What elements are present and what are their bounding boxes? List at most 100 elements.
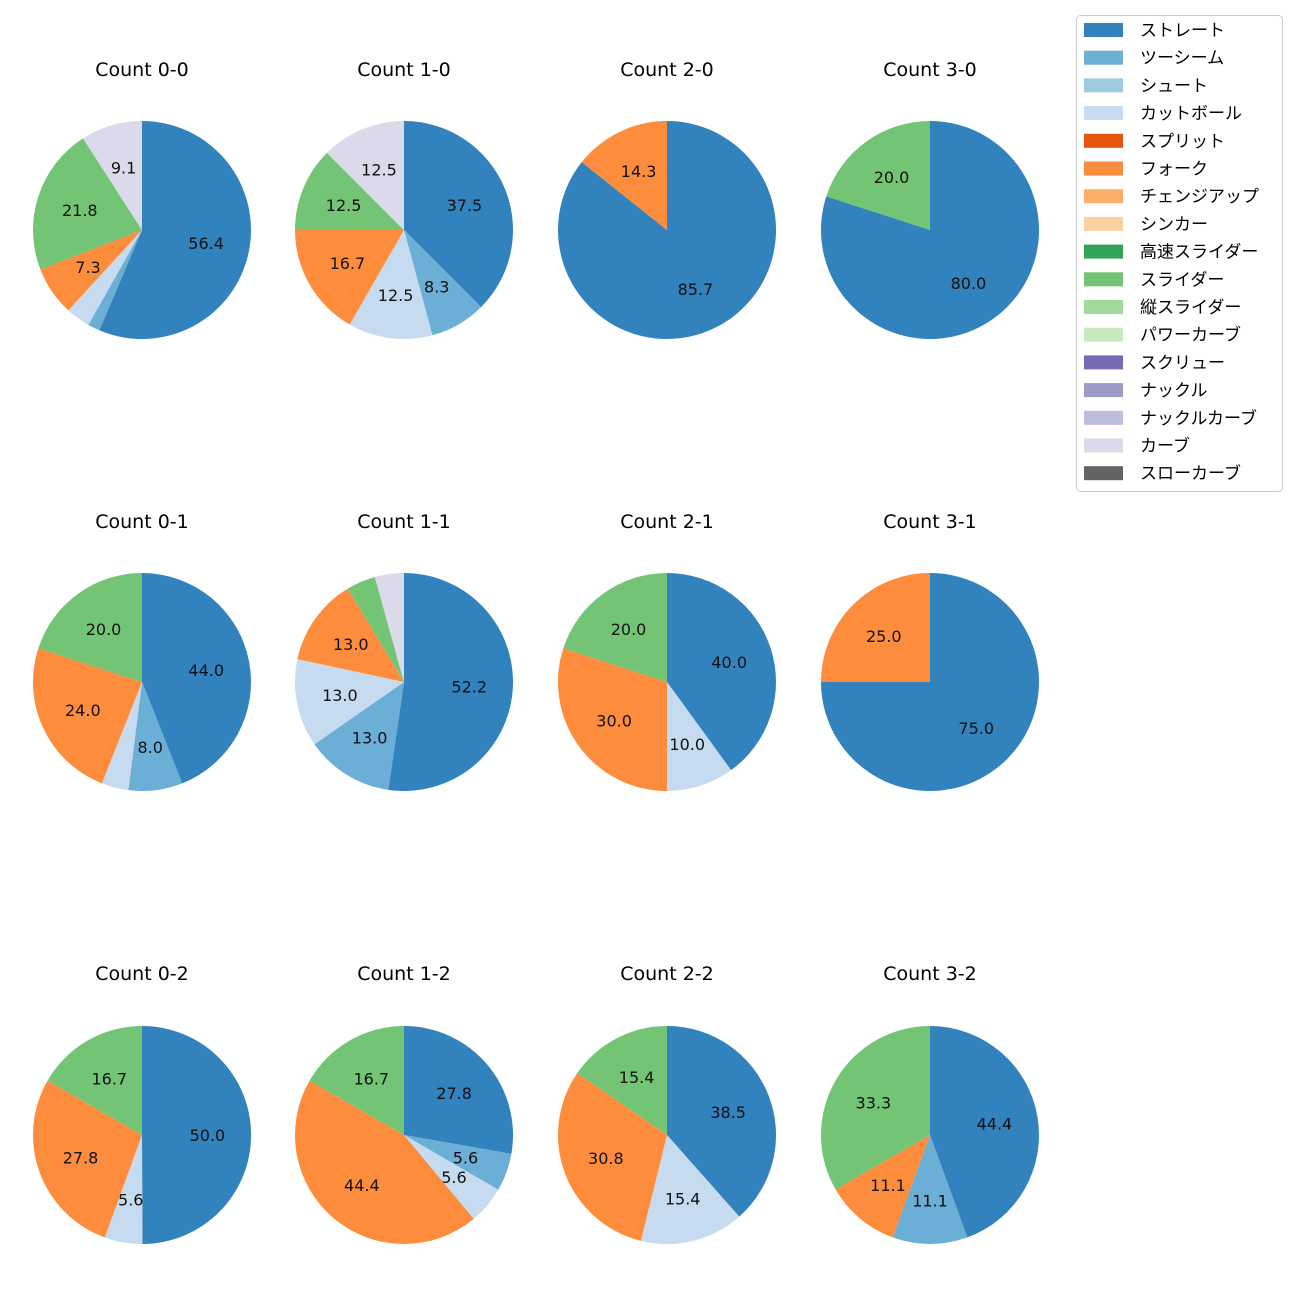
- legend-label: チェンジアップ: [1140, 187, 1259, 207]
- pie-slice: [32, 138, 142, 270]
- legend-label: ストレート: [1140, 21, 1225, 41]
- legend-label: ナックル: [1140, 381, 1208, 401]
- legend-item: ナックルカーブ: [1084, 408, 1257, 429]
- pie-slice: [295, 1080, 474, 1244]
- legend-swatch: [1084, 216, 1123, 231]
- legend-item: フォーク: [1084, 160, 1208, 180]
- pie-slice-label: 52.2: [451, 678, 487, 697]
- legend-swatch: [1084, 410, 1123, 425]
- pie-chart: Count 3-0 80.0 20.0: [820, 59, 1039, 339]
- pie-slice: [558, 121, 777, 339]
- pie-slice: [820, 121, 1039, 339]
- pie-slice-label: 8.0: [137, 738, 162, 757]
- pie-slice-label: 12.5: [326, 196, 362, 215]
- legend-items: ストレートツーシームシュートカットボールスプリットフォークチェンジアップシンカー…: [1084, 21, 1259, 484]
- pie-slice-label: 20.0: [874, 168, 910, 187]
- pie-slice-label: 30.8: [588, 1149, 624, 1168]
- pie-slice-label: 11.1: [912, 1191, 948, 1210]
- pie-slice: [297, 588, 404, 682]
- pie-slice: [40, 230, 142, 311]
- pie-slice: [47, 1026, 142, 1135]
- legend-swatch: [1084, 161, 1123, 176]
- pie-slice-label: 27.8: [436, 1084, 472, 1103]
- pie-slice-label: 13.0: [352, 729, 388, 748]
- pie-title: Count 3-1: [883, 511, 977, 533]
- pie-slice-label: 56.4: [188, 234, 224, 253]
- legend-label: ナックルカーブ: [1140, 408, 1257, 429]
- pie-slice-label: 5.6: [441, 1168, 466, 1187]
- legend-swatch: [1084, 438, 1123, 453]
- legend-label: ツーシーム: [1140, 49, 1224, 69]
- pie-slice-label: 80.0: [951, 274, 987, 293]
- pie-slice-label: 24.0: [65, 701, 101, 720]
- pie-slice: [388, 573, 513, 791]
- pie-slice-label: 8.3: [424, 278, 449, 297]
- pie-slice: [33, 1080, 142, 1238]
- pie-title: Count 1-2: [357, 963, 451, 985]
- pie-chart: Count 1-0 37.5 8.3 12.5 16.7 12.5 12.5: [295, 59, 513, 340]
- pie-slice: [821, 573, 930, 682]
- pie-slice-label: 21.8: [62, 201, 98, 220]
- pie-slice-label: 16.7: [91, 1069, 127, 1088]
- legend-label: スプリット: [1140, 132, 1225, 152]
- legend-item: 縦スライダー: [1084, 298, 1241, 318]
- pie-slice: [557, 1073, 667, 1241]
- pie-slice: [577, 1026, 667, 1135]
- pie-slice-label: 12.5: [378, 286, 414, 305]
- legend-item: 高速スライダー: [1084, 243, 1258, 263]
- legend-label: カーブ: [1140, 436, 1190, 457]
- pie-chart: Count 2-1 40.0 10.0 30.0 20.0: [557, 511, 776, 791]
- pie-slice: [99, 121, 251, 339]
- pie-slice-label: 9.1: [111, 158, 136, 177]
- legend-swatch: [1084, 78, 1123, 93]
- pie-slice-label: 20.0: [611, 620, 647, 639]
- pie-slice-label: 10.0: [669, 735, 705, 754]
- pie-slice: [404, 230, 482, 336]
- pie-slice: [104, 1135, 143, 1245]
- pie-title: Count 0-0: [95, 59, 189, 81]
- pie-title: Count 2-1: [620, 511, 714, 533]
- legend-swatch: [1084, 50, 1123, 65]
- pie-slice: [640, 1135, 740, 1244]
- pie-slice-label: 37.5: [447, 196, 483, 215]
- pie-slice: [314, 682, 404, 790]
- pie-slice: [347, 576, 404, 682]
- pie-slice: [826, 121, 930, 230]
- pie-slice-label: 38.5: [710, 1103, 746, 1122]
- pie-slice: [404, 1135, 512, 1190]
- pie-slice: [404, 1026, 513, 1154]
- pie-slice-label: 11.1: [870, 1176, 906, 1195]
- pie-slice-label: 44.0: [188, 661, 224, 680]
- pie-slice: [128, 682, 183, 792]
- pie-slice-label: 85.7: [678, 280, 714, 299]
- pie-slice-label: 30.0: [596, 711, 632, 730]
- pie-slice-label: 40.0: [711, 653, 747, 672]
- pie-slice-label: 5.6: [453, 1148, 478, 1167]
- pie-slice-label: 50.0: [190, 1126, 226, 1145]
- pie-slice: [295, 152, 404, 230]
- legend-label: シンカー: [1140, 215, 1208, 235]
- pie-slice-label: 20.0: [86, 620, 122, 639]
- pie-title: Count 1-0: [357, 59, 451, 81]
- pie-slice: [667, 573, 776, 771]
- pie-title: Count 3-2: [883, 963, 977, 985]
- pie-slice: [38, 573, 142, 682]
- legend-swatch: [1084, 23, 1123, 37]
- legend: ストレートツーシームシュートカットボールスプリットフォークチェンジアップシンカー…: [1076, 15, 1283, 492]
- pie-slice: [326, 121, 404, 230]
- pie-chart: Count 2-0 85.7 14.3: [558, 59, 777, 339]
- pie-slice: [101, 682, 142, 791]
- legend-label: シュート: [1140, 76, 1208, 96]
- legend-swatch: [1084, 133, 1123, 148]
- legend-swatch: [1084, 189, 1123, 204]
- pie-slice: [930, 1026, 1040, 1238]
- pie-slice: [309, 1026, 404, 1135]
- pie-slice: [557, 648, 667, 791]
- pie-title: Count 0-1: [95, 511, 189, 533]
- pie-title: Count 3-0: [883, 59, 977, 81]
- legend-item: スローカーブ: [1084, 463, 1241, 484]
- pie-slice-label: 12.5: [361, 161, 397, 180]
- legend-item: シンカー: [1084, 215, 1208, 235]
- pie-chart: Count 3-2 44.4 11.1 11.1 33.3: [820, 963, 1040, 1245]
- legend-item: ナックル: [1084, 381, 1208, 401]
